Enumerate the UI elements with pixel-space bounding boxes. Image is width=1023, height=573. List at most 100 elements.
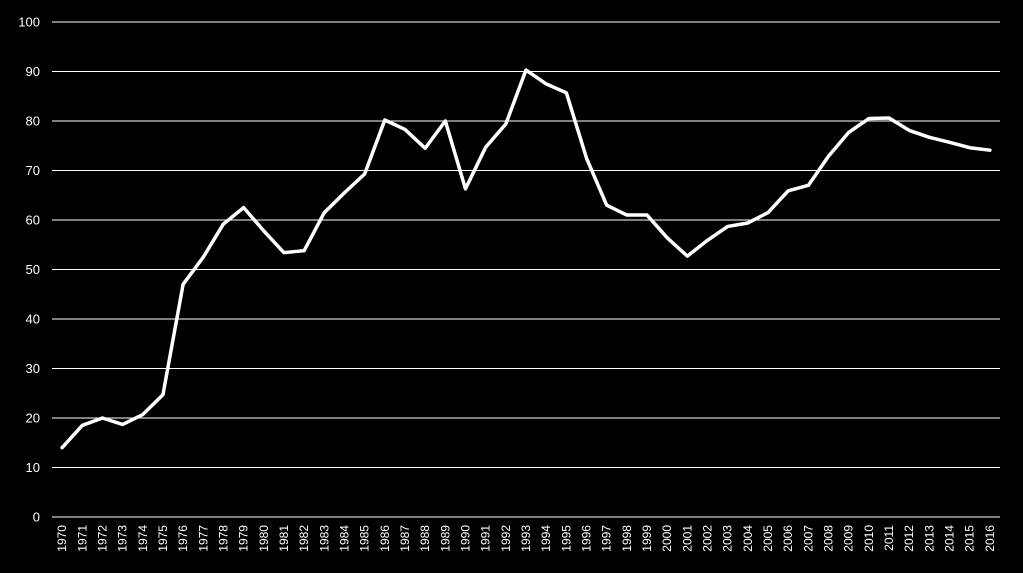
data-point xyxy=(302,249,306,253)
data-point xyxy=(141,413,145,417)
data-point xyxy=(322,211,326,215)
x-tick-label: 1981 xyxy=(277,525,291,552)
x-tick-label: 1988 xyxy=(418,525,432,552)
x-tick-label: 1985 xyxy=(358,525,372,552)
data-point xyxy=(887,116,891,120)
x-tick-label: 1976 xyxy=(176,525,190,552)
data-point xyxy=(827,154,831,158)
x-tick-label: 2008 xyxy=(822,525,836,552)
x-tick-label: 2006 xyxy=(781,525,795,552)
data-point xyxy=(80,423,84,427)
x-axis: 1970 1971 1972 1973 1974 1975 1976 1977 1978 1979… xyxy=(55,525,997,552)
data-point xyxy=(221,222,225,226)
data-point xyxy=(161,393,165,397)
y-tick-label: 0 xyxy=(33,510,40,525)
x-tick-label: 1989 xyxy=(438,525,452,552)
data-point xyxy=(867,117,871,121)
x-tick-label: 2001 xyxy=(680,525,694,552)
x-tick-label: 1983 xyxy=(317,525,331,552)
data-point xyxy=(968,146,972,150)
y-tick-label: 30 xyxy=(26,361,40,376)
x-tick-label: 1975 xyxy=(156,525,170,552)
data-point xyxy=(706,238,710,242)
data-point xyxy=(605,203,609,207)
data-point xyxy=(181,282,185,286)
data-point xyxy=(645,213,649,217)
x-tick-label: 1991 xyxy=(479,525,493,552)
x-tick-label: 1997 xyxy=(600,525,614,552)
x-tick-label: 2003 xyxy=(721,525,735,552)
x-tick-label: 1993 xyxy=(519,525,533,552)
data-point xyxy=(585,156,589,160)
data-point xyxy=(927,135,931,139)
data-point xyxy=(948,140,952,144)
data-point xyxy=(403,127,407,131)
x-tick-label: 2007 xyxy=(801,525,815,552)
x-tick-label: 1979 xyxy=(237,525,251,552)
data-point xyxy=(60,446,64,450)
x-tick-label: 1973 xyxy=(116,525,130,552)
x-tick-label: 1971 xyxy=(75,525,89,552)
data-point xyxy=(121,422,125,426)
data-point xyxy=(806,183,810,187)
x-tick-label: 1984 xyxy=(337,525,351,552)
y-tick-label: 10 xyxy=(26,460,40,475)
x-tick-label: 1980 xyxy=(257,525,271,552)
x-tick-label: 2000 xyxy=(660,525,674,552)
x-tick-label: 1994 xyxy=(539,525,553,552)
y-tick-label: 70 xyxy=(26,163,40,178)
y-tick-label: 100 xyxy=(18,15,40,30)
x-tick-label: 2016 xyxy=(983,525,997,552)
data-point xyxy=(625,213,629,217)
data-point xyxy=(201,255,205,259)
y-tick-label: 80 xyxy=(26,114,40,129)
data-point xyxy=(746,221,750,225)
data-point xyxy=(423,146,427,150)
data-point xyxy=(544,82,548,86)
data-point xyxy=(766,211,770,215)
x-tick-label: 2012 xyxy=(902,525,916,552)
y-tick-label: 50 xyxy=(26,262,40,277)
data-point xyxy=(665,236,669,240)
data-point xyxy=(363,172,367,176)
data-point xyxy=(242,206,246,210)
y-axis: 0 10 20 30 40 50 60 70 80 90 100 xyxy=(18,15,40,525)
x-tick-label: 1995 xyxy=(559,525,573,552)
data-point xyxy=(524,68,528,72)
x-tick-label: 2011 xyxy=(882,525,896,551)
x-tick-label: 2015 xyxy=(963,525,977,552)
data-point xyxy=(847,130,851,134)
data-point xyxy=(907,128,911,132)
data-point xyxy=(262,229,266,233)
x-tick-label: 2014 xyxy=(943,525,957,552)
x-tick-label: 2013 xyxy=(922,525,936,552)
data-point xyxy=(443,119,447,123)
data-point xyxy=(726,224,730,228)
data-point xyxy=(100,416,104,420)
data-point xyxy=(463,187,467,191)
data-point xyxy=(383,118,387,122)
x-tick-label: 2009 xyxy=(842,525,856,552)
x-tick-label: 1999 xyxy=(640,525,654,552)
x-tick-label: 1970 xyxy=(55,525,69,552)
x-tick-label: 1978 xyxy=(216,525,230,552)
x-tick-label: 2004 xyxy=(741,525,755,552)
y-tick-label: 40 xyxy=(26,312,40,327)
data-point xyxy=(564,91,568,95)
x-tick-label: 1982 xyxy=(297,525,311,552)
x-tick-label: 2005 xyxy=(761,525,775,552)
x-tick-label: 1990 xyxy=(458,525,472,552)
series-line xyxy=(60,68,992,450)
y-tick-label: 20 xyxy=(26,411,40,426)
data-point xyxy=(988,148,992,152)
x-tick-label: 2010 xyxy=(862,525,876,552)
x-tick-label: 1974 xyxy=(136,525,150,552)
x-tick-label: 1992 xyxy=(499,525,513,552)
x-tick-label: 1977 xyxy=(196,525,210,552)
data-point xyxy=(282,251,286,255)
data-point xyxy=(504,122,508,126)
x-tick-label: 1998 xyxy=(620,525,634,552)
series-layer xyxy=(60,68,992,450)
